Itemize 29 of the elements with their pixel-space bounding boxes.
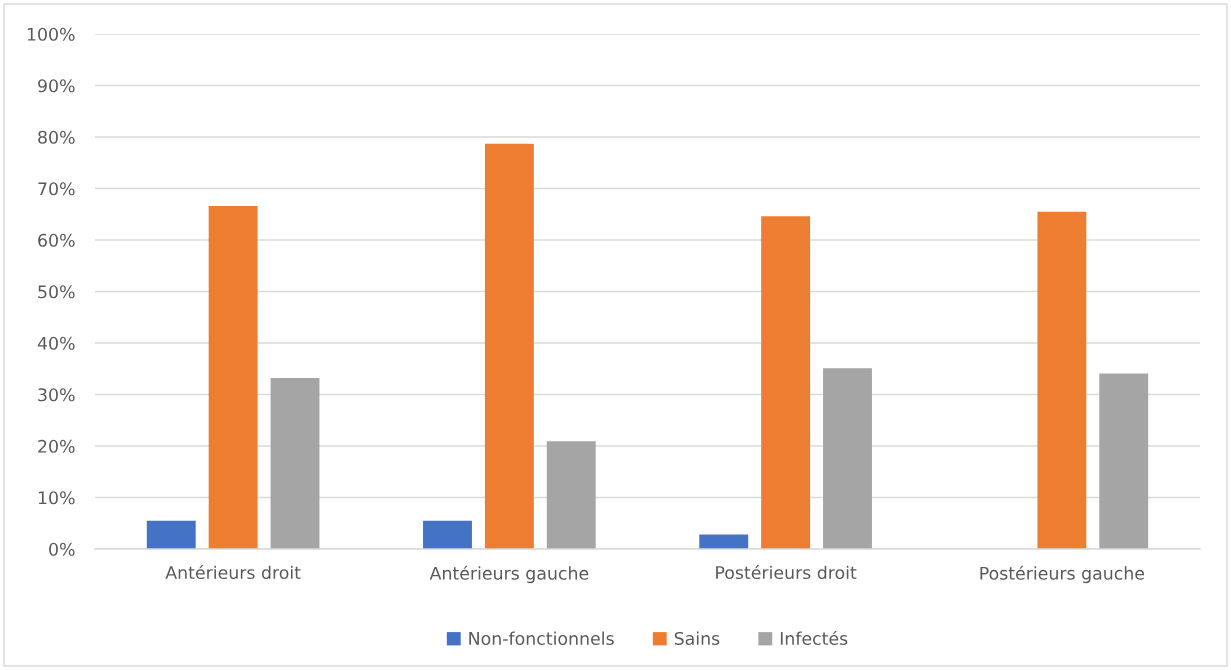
bar: [270, 378, 320, 549]
bar: [1037, 211, 1087, 549]
bar: [1099, 373, 1149, 549]
legend-label: Non-fonctionnels: [469, 631, 614, 646]
legend-label: Infectés: [780, 630, 848, 646]
y-tick-label: 70%: [38, 182, 75, 196]
bar: [823, 368, 872, 549]
y-tick-label: 80%: [38, 130, 75, 144]
x-tick-label: Antérieurs gauche: [429, 565, 589, 584]
bar: [208, 206, 258, 549]
y-tick-label: 60%: [38, 233, 75, 247]
y-tick-label: 10%: [38, 491, 75, 505]
y-tick-label: 40%: [37, 336, 75, 350]
y-tick-label: 90%: [38, 79, 75, 93]
bar: [484, 143, 534, 549]
y-tick-label: 100%: [27, 27, 75, 41]
y-tick-label: 30%: [38, 388, 75, 402]
x-tick-label: Postérieurs gauche: [980, 565, 1145, 584]
bar: [146, 520, 196, 549]
x-tick-label: Postérieurs droit: [716, 564, 857, 580]
y-tick-label: 50%: [38, 285, 75, 299]
y-tick-label: 0%: [49, 542, 75, 556]
bar: [423, 520, 472, 549]
bar: [546, 441, 596, 549]
legend-label: Sains: [674, 631, 720, 646]
bar: [761, 216, 811, 549]
y-tick-label: 20%: [38, 439, 75, 453]
x-tick-label: Antérieurs droit: [165, 564, 301, 580]
bar: [699, 534, 749, 549]
